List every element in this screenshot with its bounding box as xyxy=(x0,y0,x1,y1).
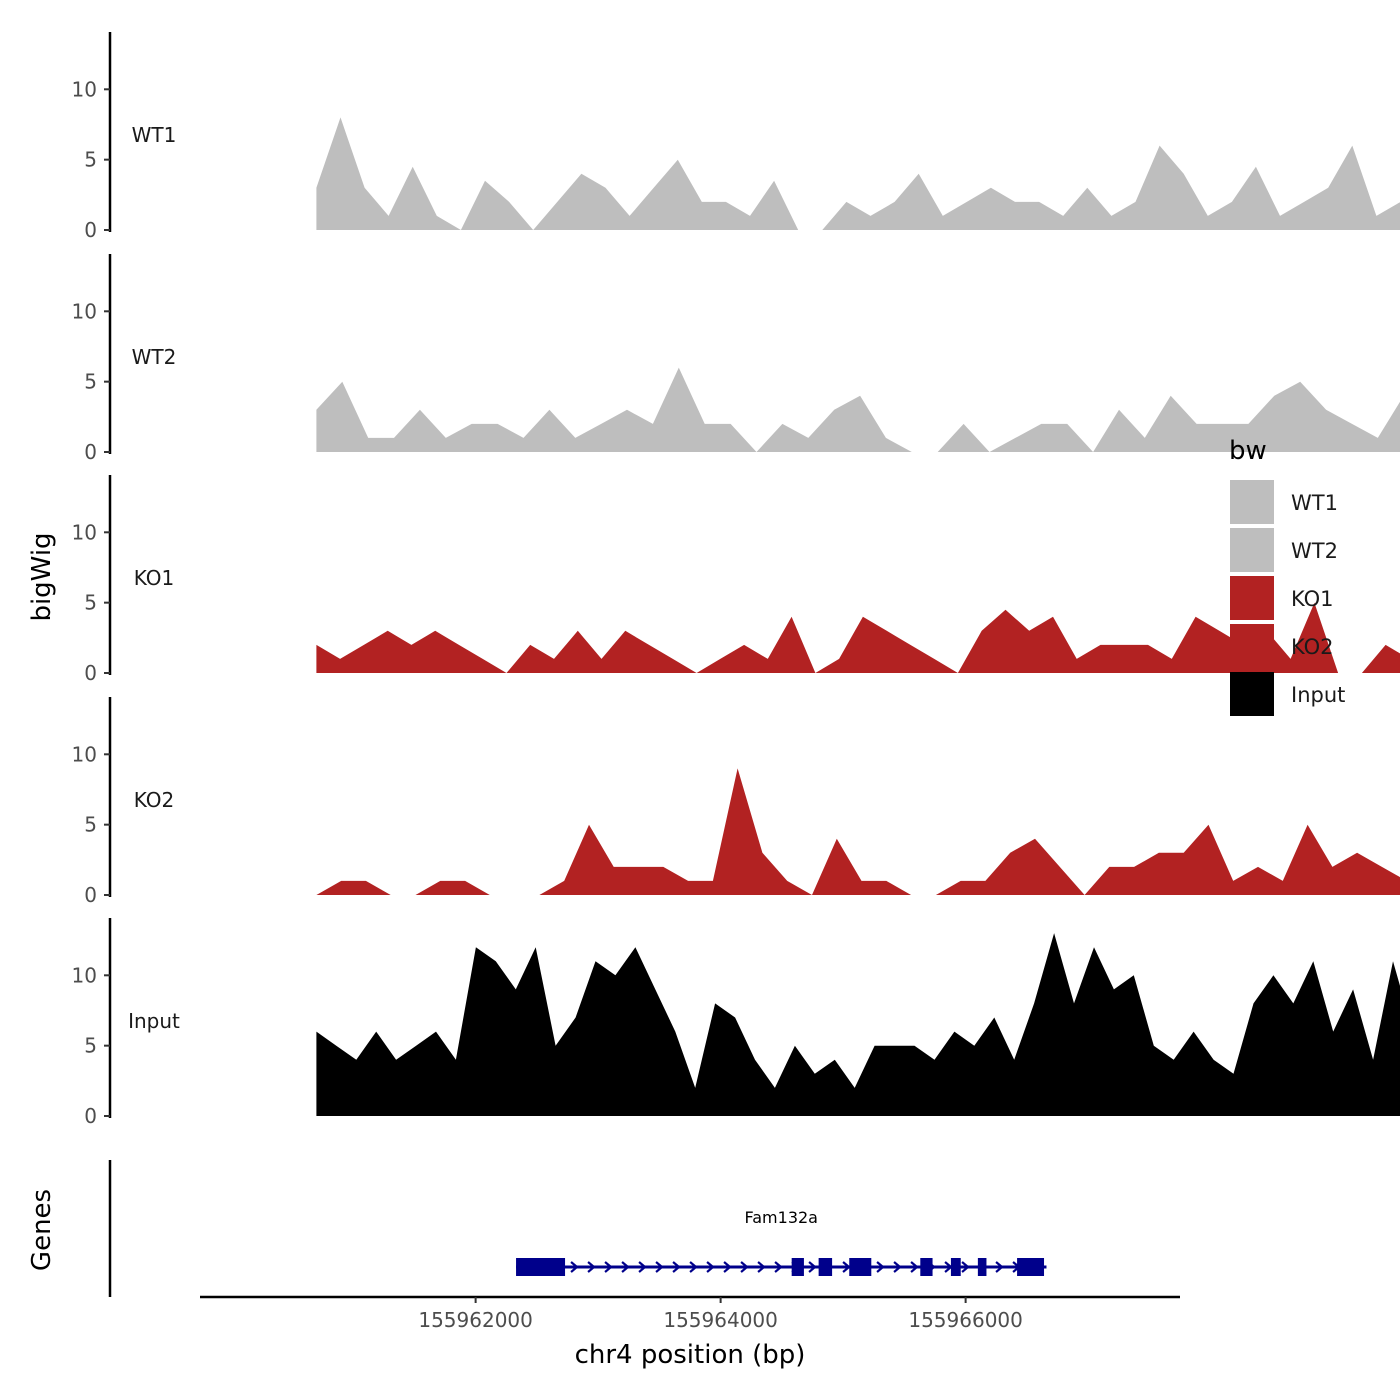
strand-arrow xyxy=(757,1261,766,1273)
exon xyxy=(791,1258,804,1276)
track-label-wt2: WT2 xyxy=(132,345,177,369)
legend-swatch-ko1 xyxy=(1230,576,1274,620)
strand-arrow xyxy=(740,1261,749,1273)
y-tick-label: 0 xyxy=(84,661,97,685)
y-tick-label: 0 xyxy=(84,883,97,907)
y-tick-label: 10 xyxy=(72,299,97,323)
track-label-input: Input xyxy=(128,1009,180,1033)
legend-swatch-wt2 xyxy=(1230,528,1274,572)
strand-arrow xyxy=(842,1261,851,1273)
strand-arrow xyxy=(910,1261,919,1273)
legend-label-wt2: WT2 xyxy=(1291,539,1338,563)
exon xyxy=(516,1258,566,1276)
x-axis: 155962000 155964000 155966000 xyxy=(200,1295,1180,1332)
y-tick-label: 10 xyxy=(72,742,97,766)
track-input: 0 5 10 Input xyxy=(72,918,1400,1128)
track-label-ko1: KO1 xyxy=(134,566,175,590)
y-tick-label: 10 xyxy=(72,520,97,544)
coverage-area-input xyxy=(316,933,1400,1116)
track-wt2: 0 5 10 WT2 xyxy=(72,254,1400,464)
y-tick-label: 5 xyxy=(84,370,97,394)
strand-arrow xyxy=(774,1261,783,1273)
gene-track: Fam132a xyxy=(108,1160,1047,1297)
y-tick-label: 0 xyxy=(84,440,97,464)
exon xyxy=(977,1258,987,1276)
x-tick-label: 155962000 xyxy=(418,1308,533,1332)
x-tick-label: 155966000 xyxy=(908,1308,1023,1332)
strand-arrow xyxy=(587,1261,596,1273)
track-ko1: 0 5 10 KO1 xyxy=(72,475,1400,685)
coverage-tracks: 0 5 10 WT1 0 5 10 WT2 0 5 10 KO1 0 5 10 KO2 0 5 10 Input xyxy=(72,32,1400,1128)
coverage-area-wt2 xyxy=(316,367,1400,452)
strand-arrow xyxy=(570,1261,579,1273)
track-label-ko2: KO2 xyxy=(134,788,175,812)
track-wt1: 0 5 10 WT1 xyxy=(72,32,1400,242)
y-tick-label: 0 xyxy=(84,1104,97,1128)
strand-arrow xyxy=(621,1261,630,1273)
strand-arrow xyxy=(723,1261,732,1273)
legend-title: bw xyxy=(1229,436,1267,466)
legend-label-ko1: KO1 xyxy=(1291,587,1334,611)
strand-arrow xyxy=(689,1261,698,1273)
exon xyxy=(1017,1258,1045,1276)
y-axis-title-genes: Genes xyxy=(27,1189,57,1271)
y-tick-label: 10 xyxy=(72,77,97,101)
legend-label-ko2: KO2 xyxy=(1291,635,1334,659)
strand-arrow xyxy=(655,1261,664,1273)
legend-label-input: Input xyxy=(1291,683,1345,707)
exon xyxy=(818,1258,833,1276)
legend-swatch-wt1 xyxy=(1230,480,1274,524)
legend: bw WT1 WT2 KO1 KO2 Input xyxy=(1229,436,1345,716)
legend-swatch-input xyxy=(1230,672,1274,716)
strand-arrow xyxy=(672,1261,681,1273)
strand-arrow xyxy=(604,1261,613,1273)
legend-label-wt1: WT1 xyxy=(1291,491,1338,515)
x-tick-label: 155964000 xyxy=(663,1308,778,1332)
legend-swatch-ko2 xyxy=(1230,624,1274,668)
strand-arrow xyxy=(961,1261,970,1273)
coverage-area-ko2 xyxy=(316,768,1400,895)
y-tick-label: 0 xyxy=(84,218,97,242)
y-tick-label: 10 xyxy=(72,963,97,987)
strand-arrow xyxy=(893,1261,902,1273)
exon xyxy=(849,1258,872,1276)
strand-arrow xyxy=(638,1261,647,1273)
coverage-area-ko1 xyxy=(316,602,1400,673)
exon xyxy=(920,1258,933,1276)
y-axis-title-bigwig: bigWig xyxy=(27,532,57,621)
strand-arrow xyxy=(706,1261,715,1273)
y-tick-label: 5 xyxy=(84,591,97,615)
strand-arrow xyxy=(876,1261,885,1273)
exon xyxy=(950,1258,961,1276)
track-label-wt1: WT1 xyxy=(132,123,177,147)
y-tick-label: 5 xyxy=(84,148,97,172)
y-tick-label: 5 xyxy=(84,813,97,837)
x-axis-title: chr4 position (bp) xyxy=(575,1340,806,1370)
coverage-area-wt1 xyxy=(316,117,1400,230)
track-ko2: 0 5 10 KO2 xyxy=(72,697,1400,907)
y-tick-label: 5 xyxy=(84,1034,97,1058)
strand-arrow xyxy=(995,1261,1004,1273)
strand-arrow xyxy=(808,1261,817,1273)
gene-name-label: Fam132a xyxy=(745,1208,818,1227)
